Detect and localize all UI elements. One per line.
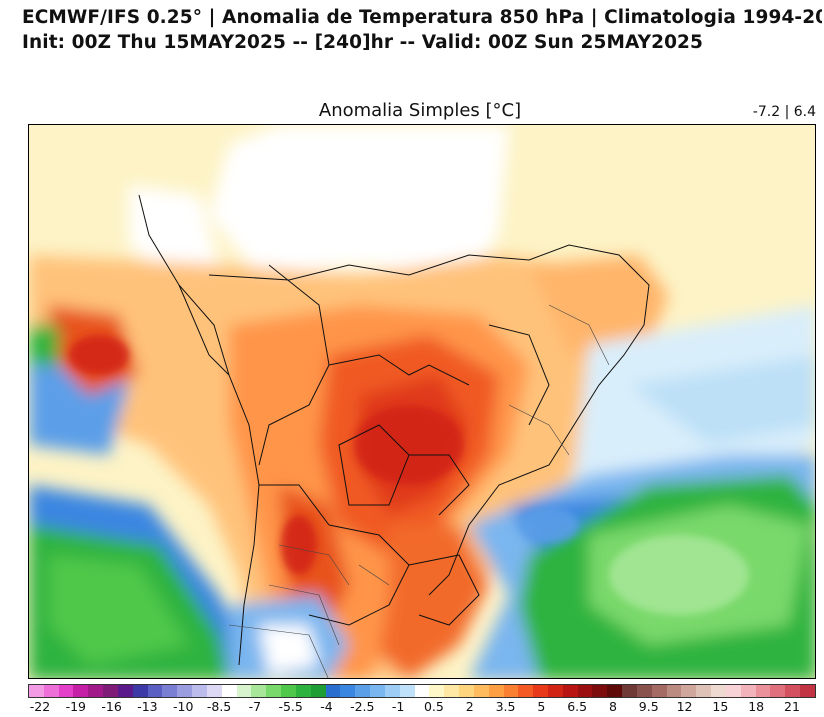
- colorbar-swatch: [622, 685, 637, 697]
- colorbar-swatch: [444, 685, 460, 697]
- colorbar-tick-label: 12: [676, 699, 693, 714]
- colorbar-swatch: [459, 685, 474, 697]
- colorbar-swatch: [177, 685, 193, 697]
- colorbar-tick-label: -16: [101, 699, 122, 714]
- colorbar-swatch: [636, 685, 652, 697]
- anomaly-map: [29, 125, 815, 678]
- title-line-1: ECMWF/IFS 0.25° | Anomalia de Temperatur…: [22, 7, 822, 28]
- colorbar-swatch: [370, 685, 385, 697]
- state-borders: [228, 304, 610, 678]
- colorbar-swatch: [503, 685, 519, 697]
- colorbar-swatch: [473, 685, 489, 697]
- colorbar-swatch: [711, 685, 726, 697]
- colorbar-swatch: [103, 685, 118, 697]
- colorbar-swatch: [533, 685, 548, 697]
- colorbar-swatch: [414, 685, 430, 697]
- colorbar-ticks: -22 -19 -16 -13 -10 -8.5 -7 -5.5 -4 -2.5 -1 0.5 2 3.5…: [28, 699, 816, 717]
- colorbar-tick-label: -8.5: [206, 699, 232, 714]
- colorbar-tick-label: -22: [29, 699, 51, 714]
- colorbar-swatch: [785, 685, 801, 697]
- colorbar-swatch: [162, 685, 178, 697]
- colorbar-swatch: [547, 685, 563, 697]
- colorbar-swatch: [607, 685, 623, 697]
- colorbar-swatch: [221, 685, 237, 697]
- colorbar-tick-label: 6.5: [567, 699, 588, 714]
- colorbar-swatch: [266, 685, 282, 697]
- colorbar-tick-label: 9.5: [638, 699, 659, 714]
- colorbar-swatch: [340, 685, 356, 697]
- colorbar-swatch: [725, 685, 741, 697]
- colorbar-tick-label: 3.5: [495, 699, 516, 714]
- colorbar-swatch: [58, 685, 74, 697]
- colorbar-swatch: [800, 685, 815, 697]
- map-title: Anomalia Simples [°C]: [318, 100, 522, 121]
- colorbar-tick-label: -19: [65, 699, 87, 714]
- colorbar-swatch: [295, 685, 311, 697]
- colorbar-swatch: [132, 685, 148, 697]
- country-borders: [138, 194, 650, 666]
- colorbar-tick-label: 18: [748, 699, 765, 714]
- colorbar: [28, 684, 816, 698]
- colorbar-swatch: [73, 685, 89, 697]
- colorbar-swatch: [399, 685, 415, 697]
- colorbar-swatch: [310, 685, 326, 697]
- colorbar-swatch: [117, 685, 133, 697]
- colorbar-swatch: [236, 685, 252, 697]
- colorbar-swatch: [251, 685, 267, 697]
- range-label: -7.2 | 6.4: [752, 104, 816, 120]
- colorbar-swatch: [666, 685, 682, 697]
- colorbar-tick-label: 15: [712, 699, 729, 714]
- colorbar-swatch: [755, 685, 771, 697]
- anomaly-detail: [69, 335, 749, 615]
- colorbar-swatch: [696, 685, 712, 697]
- colorbar-swatch: [88, 685, 104, 697]
- colorbar-tick-label: 8: [608, 699, 617, 714]
- colorbar-swatch: [651, 685, 667, 697]
- colorbar-tick-label: 0.5: [423, 699, 444, 714]
- map-frame: [28, 124, 816, 679]
- colorbar-swatch: [562, 685, 578, 697]
- colorbar-tick-label: -4: [320, 699, 333, 714]
- colorbar-swatch: [325, 685, 341, 697]
- colorbar-swatch: [43, 685, 59, 697]
- colorbar-swatch: [281, 685, 296, 697]
- colorbar-swatch: [488, 685, 504, 697]
- colorbar-swatch: [206, 685, 222, 697]
- chart-header: ECMWF/IFS 0.25° | Anomalia de Temperatur…: [22, 5, 822, 55]
- colorbar-swatch: [681, 685, 697, 697]
- colorbar-swatch: [147, 685, 163, 697]
- colorbar-swatch: [577, 685, 593, 697]
- colorbar-swatch: [429, 685, 445, 697]
- colorbar-swatch: [192, 685, 207, 697]
- colorbar-tick-label: -10: [173, 699, 194, 714]
- colorbar-swatch: [355, 685, 371, 697]
- colorbar-swatch: [770, 685, 786, 697]
- colorbar-swatch: [29, 685, 44, 697]
- colorbar-tick-label: -5.5: [278, 699, 303, 714]
- colorbar-tick-label: -13: [137, 699, 158, 714]
- colorbar-tick-label: -7: [248, 699, 262, 714]
- colorbar-tick-label: -1: [391, 699, 405, 714]
- colorbar-swatch: [384, 685, 400, 697]
- colorbar-tick-label: -2.5: [350, 699, 375, 714]
- colorbar-tick-label: 2: [465, 699, 474, 714]
- colorbar-swatch: [592, 685, 608, 697]
- colorbar-swatch: [518, 685, 534, 697]
- title-line-2: Init: 00Z Thu 15MAY2025 -- [240]hr -- Va…: [22, 32, 704, 53]
- colorbar-swatch: [740, 685, 756, 697]
- colorbar-tick-label: 5: [537, 699, 546, 714]
- colorbar-tick-label: 21: [784, 699, 800, 714]
